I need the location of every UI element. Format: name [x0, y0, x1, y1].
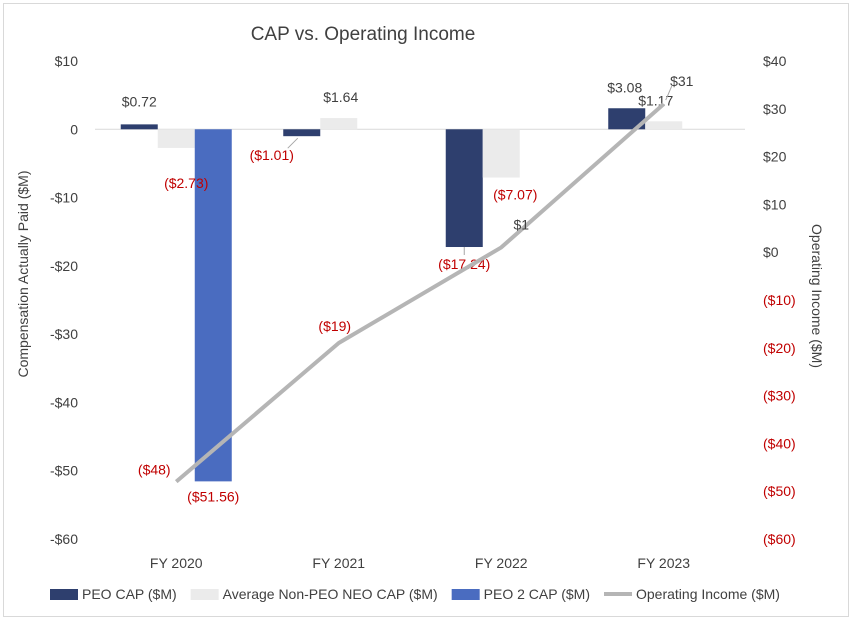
bar-1-fy-2023 — [645, 121, 683, 130]
legend-swatch — [451, 589, 480, 600]
y-left-tick-label: -$60 — [50, 531, 78, 547]
bar-data-label: ($1.01) — [250, 147, 294, 163]
bar-0-fy-2022 — [445, 129, 483, 248]
y-right-tick-label: ($60) — [763, 531, 796, 547]
y-left-tick-label: -$30 — [50, 326, 78, 342]
y-left-tick-label: $10 — [55, 53, 79, 69]
bar-data-label: ($51.56) — [187, 488, 239, 504]
y-right-tick-label: ($20) — [763, 340, 796, 356]
y-left-tick-label: 0 — [70, 121, 78, 137]
x-tick-label: FY 2022 — [475, 555, 528, 571]
line-data-label: $1 — [513, 216, 529, 232]
legend-label: PEO 2 CAP ($M) — [484, 586, 590, 602]
legend-swatch — [50, 589, 78, 600]
chart-title: CAP vs. Operating Income — [251, 24, 476, 45]
x-tick-label: FY 2023 — [637, 555, 690, 571]
legend-label: PEO CAP ($M) — [82, 586, 177, 602]
y-axis-right-label: Operating Income ($M) — [809, 224, 825, 368]
y-axis-left-label: Compensation Actually Paid ($M) — [15, 171, 31, 378]
legend-swatch — [190, 589, 219, 600]
bar-1-fy-2021 — [320, 118, 358, 130]
x-tick-label: FY 2021 — [312, 555, 365, 571]
y-right-tick-label: ($50) — [763, 483, 796, 499]
y-right-tick-label: $10 — [763, 196, 787, 212]
y-left-tick-label: -$10 — [50, 190, 78, 206]
y-right-tick-label: $40 — [763, 53, 787, 69]
y-right-tick-label: $30 — [763, 101, 787, 117]
bar-data-label: ($7.07) — [493, 187, 537, 203]
bar-0-fy-2021 — [283, 129, 321, 137]
chart-frame — [3, 3, 849, 617]
bar-data-label: $0.72 — [122, 93, 157, 109]
y-right-tick-label: ($40) — [763, 435, 796, 451]
y-left-tick-label: -$40 — [50, 394, 78, 410]
line-data-label: ($19) — [318, 318, 351, 334]
leader-line — [287, 137, 299, 149]
bar-0-fy-2020 — [120, 124, 158, 130]
y-right-tick-label: $0 — [763, 244, 779, 260]
legend-label: Average Non-PEO NEO CAP ($M) — [223, 586, 438, 602]
line-data-label: $31 — [670, 73, 694, 89]
y-left-tick-label: -$50 — [50, 463, 78, 479]
operating-income-line — [174, 102, 666, 484]
legend-label: Operating Income ($M) — [636, 586, 780, 602]
bar-2-fy-2020 — [194, 129, 232, 482]
y-left-tick-label: -$20 — [50, 258, 78, 274]
x-tick-label: FY 2020 — [150, 555, 203, 571]
bar-data-label: ($2.73) — [164, 175, 208, 191]
bar-data-label: $1.64 — [323, 89, 358, 105]
y-right-tick-label: ($30) — [763, 388, 796, 404]
bar-data-label: $3.08 — [607, 79, 642, 95]
y-right-tick-label: ($10) — [763, 292, 796, 308]
bar-0-fy-2023 — [608, 108, 646, 130]
y-right-tick-label: $20 — [763, 149, 787, 165]
leader-line — [665, 85, 673, 101]
line-data-label: ($48) — [138, 462, 171, 478]
bar-1-fy-2022 — [482, 129, 520, 178]
bar-data-label: $1.17 — [638, 92, 673, 108]
bar-1-fy-2020 — [157, 129, 195, 148]
